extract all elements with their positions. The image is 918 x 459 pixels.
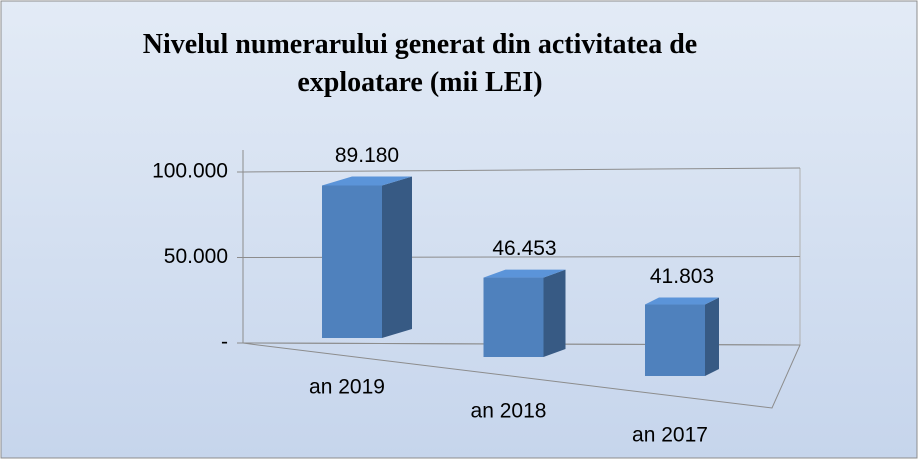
bar-top (322, 176, 412, 186)
data-label: 89.180 (335, 144, 399, 167)
bar (322, 185, 382, 338)
y-tick-label: - (221, 331, 228, 354)
x-tick-label: an 2019 (309, 376, 385, 399)
y-tick-label: 100.000 (152, 160, 228, 183)
bar-top (483, 269, 566, 278)
bar-side (705, 297, 719, 376)
bar-side (543, 269, 566, 357)
grid-line (242, 167, 801, 173)
x-tick-label: an 2017 (632, 424, 708, 447)
bar (645, 304, 705, 376)
data-label: 46.453 (492, 237, 556, 260)
bar (483, 277, 544, 357)
bar-top (645, 297, 719, 305)
x-tick-label: an 2018 (471, 400, 547, 423)
chart-title: Nivelul numerarului generat din activita… (142, 29, 698, 98)
data-label: 41.803 (650, 265, 714, 288)
bar-side (382, 176, 412, 338)
y-tick-label: 50.000 (164, 245, 228, 268)
